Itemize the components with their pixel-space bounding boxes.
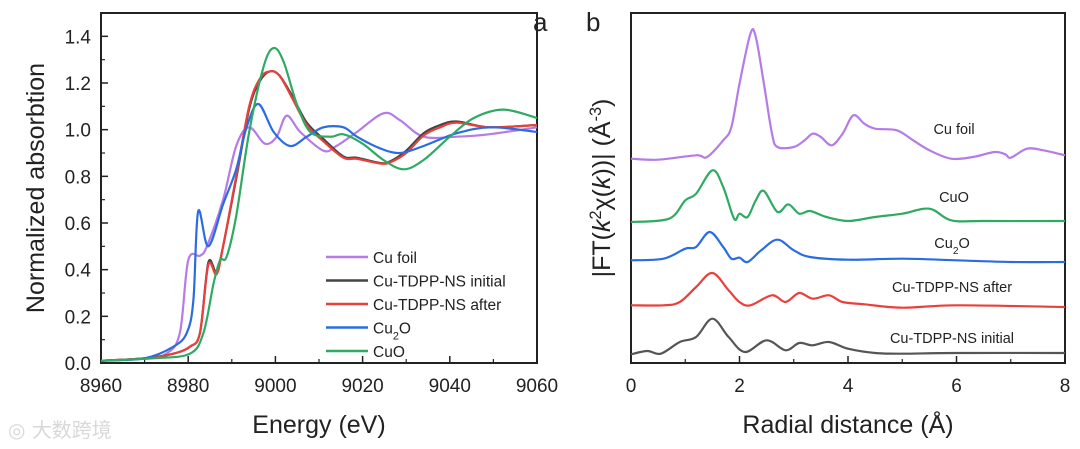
y-tick-label: 1.0 (65, 121, 91, 142)
watermark: ◎ 大数跨境 (8, 418, 112, 442)
series-line-cuo (630, 169, 1066, 224)
y-tick-label: 1.4 (65, 27, 92, 48)
series-line-cu-tdpp-ns-after (100, 70, 538, 362)
panel-a-xanes-chart: 8960 8980 9000 9020 9040 9060 Energy (eV) a 0.0 0… (22, 7, 558, 439)
y-tick-label: 0.4 (65, 261, 92, 282)
curve-label: Cu-TDPP-NS after (892, 280, 1012, 296)
watermark-text: 大数跨境 (31, 418, 112, 442)
series-line-cuo (100, 46, 538, 362)
panel-label: a (533, 7, 548, 37)
plot-frame (630, 12, 1066, 364)
y-tick-label: 1.2 (65, 74, 91, 95)
legend-label: Cu-TDPP-NS after (373, 297, 501, 314)
curve-label: Cu-TDPP-NS initial (890, 331, 1014, 347)
panel-b-exafs-chart: 0 2 4 6 8 Radial distance (Å) b |FT(k2χ(k))| (Å… (586, 7, 1070, 439)
panel-label: b (586, 7, 600, 37)
x-axis-label: Radial distance (Å) (742, 409, 953, 439)
legend-label: Cu2O (373, 321, 411, 343)
series-line-cu-tdpp-ns-initial (630, 317, 1066, 356)
y-tick-label: 0.0 (65, 354, 91, 375)
legend: Cu foil Cu-TDPP-NS initial Cu-TDPP-NS afte… (326, 250, 506, 361)
series-line-cu2o (100, 102, 538, 362)
curve-label: Cu foil (933, 122, 974, 138)
legend-label: Cu foil (373, 250, 417, 267)
x-tick-label: 9000 (254, 376, 296, 397)
series-line-cu-tdpp-ns-initial (100, 70, 538, 362)
y-axis-label: Normalized absorbtion (22, 63, 50, 313)
curve-label: Cu2O (934, 236, 969, 257)
x-tick-label: 8 (1060, 376, 1071, 397)
legend-label: Cu-TDPP-NS initial (373, 274, 506, 291)
x-tick-label: 9040 (429, 376, 471, 397)
series-line-cu-foil (100, 111, 538, 362)
series-line-cu-tdpp-ns-after (630, 271, 1066, 309)
y-tick-label: 0.6 (65, 214, 91, 235)
x-tick-label: 9020 (341, 376, 383, 397)
y-tick-label: 0.8 (65, 167, 91, 188)
legend-label: CuO (373, 344, 405, 361)
x-tick-label: 6 (951, 376, 962, 397)
x-axis-label: Energy (eV) (252, 411, 385, 439)
y-axis-label: |FT(k2χ(k))| (Å-3) (586, 99, 616, 278)
x-tick-label: 8980 (167, 376, 209, 397)
x-tick-label: 2 (734, 376, 745, 397)
series-line-cu2o (630, 230, 1066, 264)
x-tick-label: 4 (843, 376, 854, 397)
x-tick-label: 8960 (80, 376, 122, 397)
y-tick-label: 0.2 (65, 307, 91, 328)
x-tick-label: 0 (626, 376, 637, 397)
curve-label: CuO (939, 190, 969, 206)
series-line-cu-foil (630, 28, 1066, 161)
x-tick-label: 9060 (516, 376, 558, 397)
